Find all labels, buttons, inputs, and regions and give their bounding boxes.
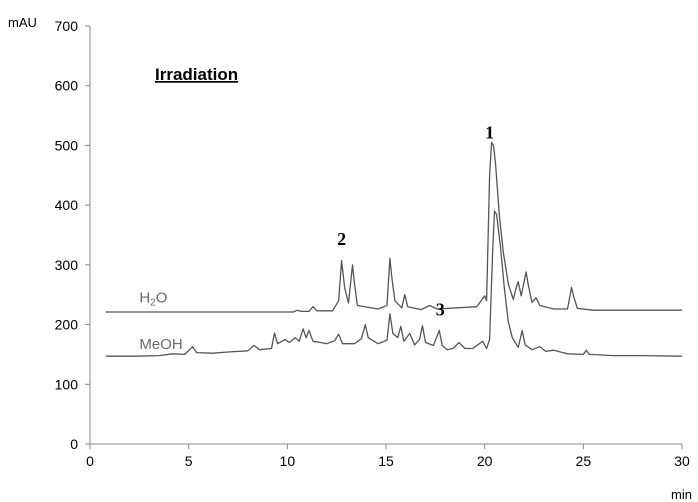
x-tick-label: 25 — [576, 453, 592, 469]
peak-label: 3 — [436, 300, 445, 320]
y-ticks: 0 100 200 300 400 500 600 700 — [55, 18, 90, 452]
x-tick-label: 5 — [185, 453, 193, 469]
series-line-h2o — [105, 141, 682, 313]
y-tick-label: 600 — [55, 78, 79, 94]
y-tick-label: 700 — [55, 18, 79, 34]
y-axis-unit-label: mAU — [8, 15, 37, 30]
y-tick-label: 0 — [70, 436, 78, 452]
x-tick-label: 10 — [280, 453, 296, 469]
x-ticks: 0 5 10 15 20 25 30 — [86, 444, 690, 469]
traces — [105, 141, 683, 357]
series-label-meoh: MeOH — [139, 336, 182, 353]
chart-title: Irradiation — [155, 65, 238, 84]
series-label-h2o: H2O — [139, 289, 167, 308]
x-tick-label: 15 — [378, 453, 394, 469]
x-axis-unit-label: min — [671, 487, 692, 502]
x-tick-label: 0 — [86, 453, 94, 469]
y-tick-label: 100 — [55, 376, 79, 392]
y-tick-label: 400 — [55, 197, 79, 213]
series-line-meoh — [105, 210, 683, 357]
peak-label: 2 — [337, 229, 346, 249]
y-tick-label: 200 — [55, 317, 79, 333]
series-labels: H2O MeOH — [139, 289, 182, 353]
axes — [89, 26, 682, 445]
x-tick-label: 20 — [477, 453, 493, 469]
y-tick-label: 300 — [55, 257, 79, 273]
peak-label: 1 — [485, 122, 494, 142]
peak-annotations: 1 2 3 — [337, 122, 494, 319]
y-tick-label: 500 — [55, 137, 79, 153]
x-tick-label: 30 — [674, 453, 690, 469]
